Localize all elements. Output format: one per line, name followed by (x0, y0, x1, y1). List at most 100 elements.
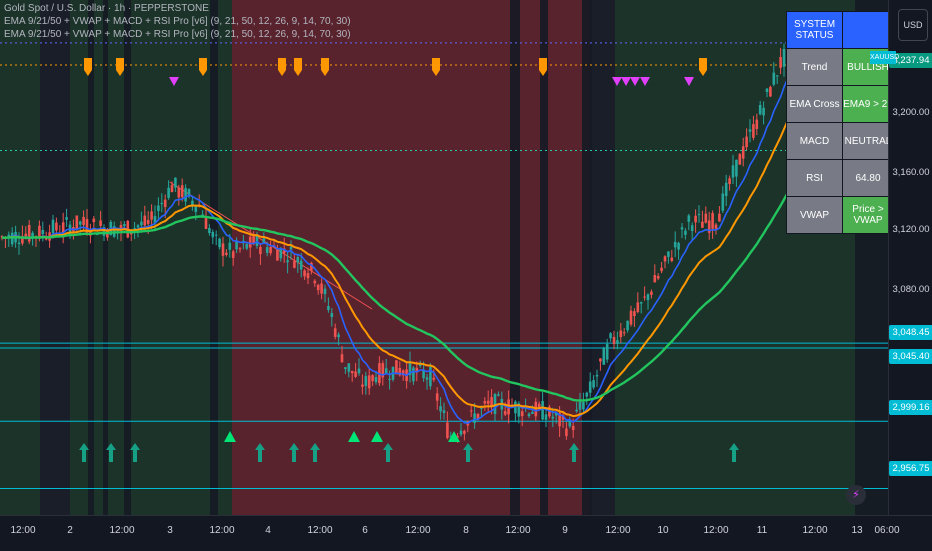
candle-body (153, 216, 157, 223)
session-band (540, 0, 548, 515)
time-tick: 12:00 (703, 525, 729, 536)
status-label-rsi: RSI (787, 160, 842, 196)
candle-body (388, 378, 391, 380)
candle-body (694, 215, 697, 223)
candle-body (731, 165, 735, 178)
bearish-signal-marker (169, 77, 179, 86)
candle-body (143, 215, 147, 226)
candle-body (690, 225, 694, 232)
candle-body (303, 270, 306, 277)
candle-body (31, 232, 34, 238)
buy-signal-marker (255, 443, 265, 462)
price-tick: 3,160.00 (892, 167, 930, 178)
candle-body (663, 256, 667, 262)
candle-body (653, 275, 657, 283)
candle-body (99, 220, 102, 226)
candle-body (684, 230, 687, 235)
candle-body (558, 413, 561, 427)
candle-body (330, 313, 334, 317)
indicator-legend-1[interactable]: EMA 9/21/50 + VWAP + MACD + RSI Pro [v6]… (4, 16, 351, 27)
candle-body (704, 213, 708, 223)
status-value-vwap: Price > VWAP (843, 197, 893, 233)
candle-body (711, 213, 714, 229)
candle-body (160, 202, 164, 205)
bearish-signal-marker (621, 77, 631, 86)
candle-body (537, 403, 541, 408)
candle-body (656, 275, 660, 279)
system-status-table: SYSTEM STATUS Trend BULLISH EMA Cross EM… (786, 11, 894, 234)
candle-body (381, 363, 385, 378)
candle-body (503, 411, 507, 415)
candle-body (595, 375, 599, 377)
candle-body (486, 400, 490, 404)
candle-body (269, 246, 272, 254)
candle-body (752, 124, 755, 138)
candle-body (167, 187, 170, 198)
candle-body (316, 284, 320, 291)
bearish-signal-marker (630, 77, 640, 86)
zone-bull (0, 0, 40, 515)
candle-body (208, 228, 211, 234)
candle-body (779, 56, 782, 68)
symbol-title[interactable]: Gold Spot / U.S. Dollar · 1h · PEPPERSTO… (4, 3, 209, 14)
candle-body (150, 211, 153, 220)
candle-body (745, 136, 748, 148)
zone-bull (70, 0, 232, 515)
bullish-signal-marker (348, 431, 360, 442)
session-band (510, 0, 520, 515)
candle-body (350, 370, 354, 374)
candle-body (221, 243, 225, 256)
candle-body (61, 222, 65, 233)
candle-body (296, 257, 300, 263)
candle-body (673, 241, 677, 248)
candle-body (231, 251, 235, 258)
ema50-line (2, 124, 843, 402)
session-band (210, 0, 218, 515)
candle-body (463, 430, 466, 434)
candle-body (697, 214, 701, 216)
time-tick: 2 (67, 525, 73, 536)
candle-body (721, 193, 725, 211)
buy-signal-marker (106, 443, 116, 462)
sell-signal-marker (699, 58, 707, 76)
candle-body (408, 361, 412, 376)
time-axis[interactable]: 12:00 2 12:00 3 12:00 4 12:00 6 12:00 8 … (0, 515, 932, 551)
time-tick: 12:00 (109, 525, 135, 536)
candle-body (765, 88, 769, 92)
candle-body (184, 188, 187, 202)
currency-selector[interactable]: USD (898, 9, 928, 41)
indicator-legend-2[interactable]: EMA 9/21/50 + VWAP + MACD + RSI Pro [v6]… (4, 29, 351, 40)
candle-body (667, 251, 670, 257)
candle-body (146, 219, 150, 224)
time-tick: 13 (851, 525, 863, 536)
lightning-icon[interactable]: ⚡ (846, 485, 866, 505)
time-tick: 12:00 (209, 525, 235, 536)
candle-body (180, 185, 184, 198)
buy-signal-marker (463, 443, 473, 462)
ema9-line (1, 51, 842, 425)
candle-body (310, 262, 313, 271)
candle-body (102, 227, 106, 236)
candle-body (235, 241, 238, 250)
price-axis[interactable]: 3,200.00 3,160.00 3,120.00 3,080.00 3,23… (888, 0, 932, 515)
candle-body (78, 221, 82, 225)
candle-body (575, 409, 578, 412)
candle-body (714, 224, 718, 229)
sell-signal-marker (199, 58, 207, 76)
candle-body (480, 407, 483, 409)
candle-body (422, 370, 425, 379)
candle-body (255, 234, 259, 247)
candle-body (225, 252, 228, 255)
status-label-macd: MACD (787, 123, 842, 159)
status-label-trend: Trend (787, 49, 842, 85)
candle-body (582, 401, 585, 410)
candle-body (92, 218, 96, 223)
candle-body (531, 411, 534, 414)
candle-body (517, 403, 521, 417)
candle-body (361, 384, 364, 387)
bearish-signal-marker (612, 77, 622, 86)
candle-body (439, 406, 442, 412)
candle-body (650, 291, 653, 295)
chart-canvas[interactable] (0, 0, 888, 515)
candle-body (333, 328, 337, 337)
